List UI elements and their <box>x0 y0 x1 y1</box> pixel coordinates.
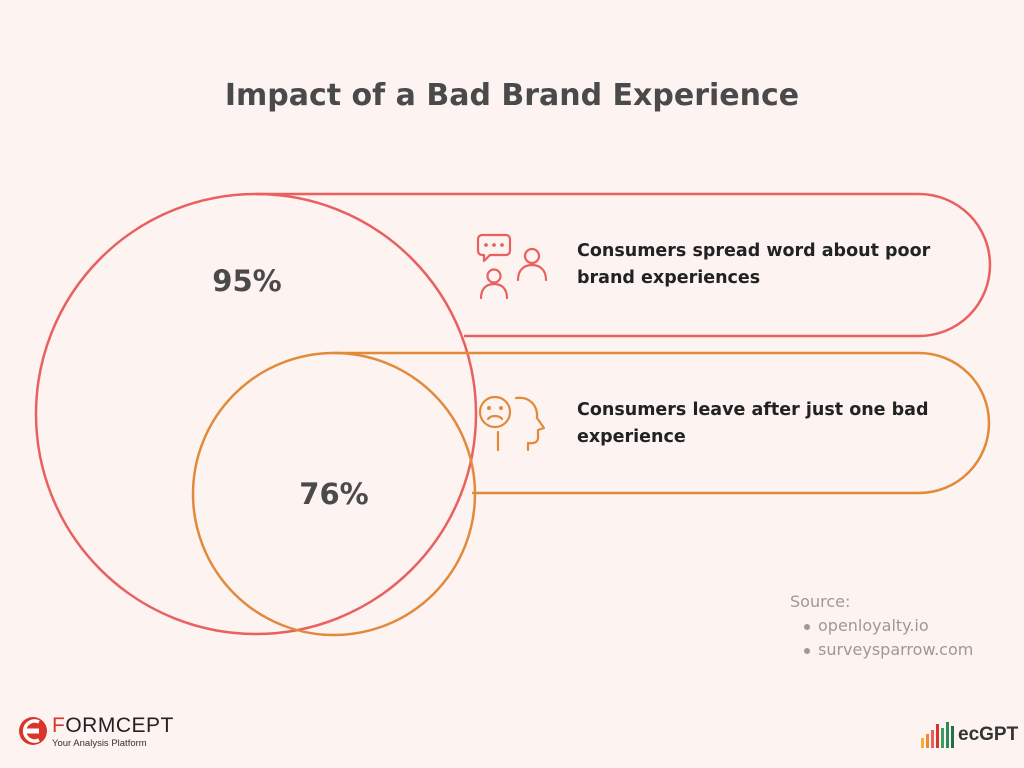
formcept-tagline: Your Analysis Platform <box>52 738 147 749</box>
desc-spread-word: Consumers spread word about poor brand e… <box>577 241 931 288</box>
mecgpt-logo: ecGPT <box>920 716 1019 750</box>
desc-leave: Consumers leave after just one bad exper… <box>577 400 929 447</box>
pill-outline-spread-word <box>256 192 992 338</box>
formcept-mark-icon <box>19 717 47 745</box>
people-talking-icon <box>474 232 548 305</box>
source-label: Source: <box>790 592 851 611</box>
value-76: 76% <box>299 477 369 511</box>
mecgpt-bars-icon <box>921 722 954 748</box>
circle-95 <box>34 192 478 636</box>
source-list: openloyalty.io surveysparrow.com <box>790 614 973 662</box>
formcept-wordmark: FORMCEPT <box>52 714 174 737</box>
pill-outline-leave <box>334 351 991 495</box>
value-95: 95% <box>212 264 282 298</box>
sad-face-profile-icon <box>476 392 550 461</box>
source-entry[interactable]: surveysparrow.com <box>803 638 973 662</box>
mecgpt-wordmark: ecGPT <box>958 724 1019 745</box>
page-title: Impact of a Bad Brand Experience <box>224 78 800 113</box>
source-block: Source: openloyalty.io surveysparrow.com <box>790 590 973 662</box>
circle-76 <box>191 351 477 637</box>
source-entry[interactable]: openloyalty.io <box>803 614 973 638</box>
